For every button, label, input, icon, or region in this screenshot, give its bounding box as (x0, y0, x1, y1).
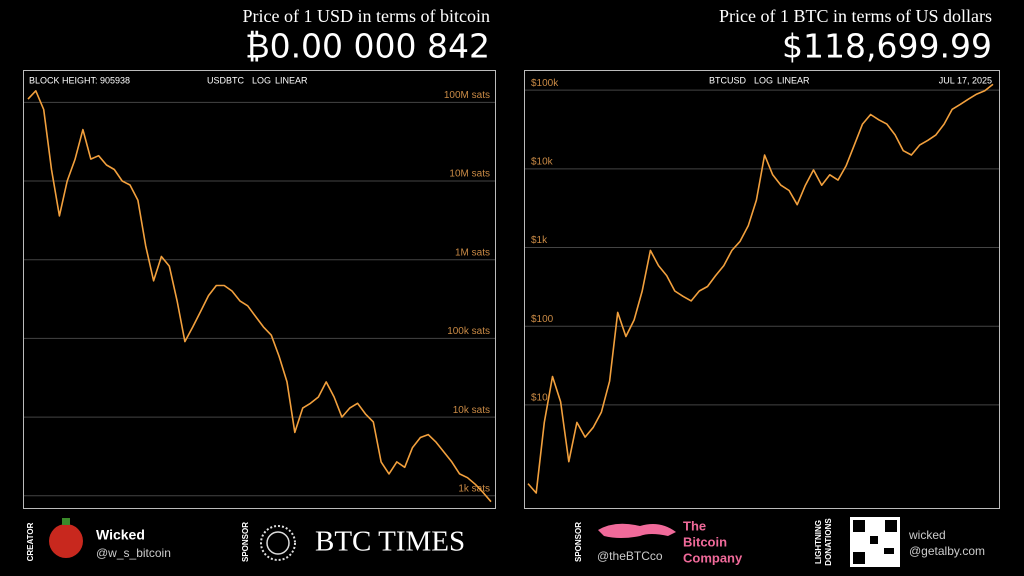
y-tick-label: 100M sats (444, 90, 490, 101)
price-line (527, 83, 994, 494)
sponsor2-name[interactable]: Company (683, 550, 743, 565)
creator-avatar (49, 524, 83, 558)
qr-code (884, 548, 894, 554)
footer-label: DONATIONS (824, 518, 833, 566)
creator-name: Wicked (96, 527, 145, 543)
price-line (27, 90, 492, 503)
chart-title: Price of 1 USD in terms of bitcoin (243, 6, 490, 26)
donations-name: wicked (908, 528, 946, 542)
sponsor2-name[interactable]: Bitcoin (683, 534, 727, 549)
info-label: BLOCK HEIGHT: 905938 (29, 75, 130, 85)
y-tick-label: 100k sats (447, 326, 490, 337)
footer-label: SPONSOR (241, 522, 250, 562)
chart-title: Price of 1 BTC in terms of US dollars (719, 6, 992, 26)
sponsor2-name[interactable]: The (683, 518, 706, 533)
y-tick-label: $100 (531, 314, 554, 325)
y-tick-label: $10k (531, 156, 554, 167)
panel-frame (23, 70, 496, 509)
y-tick-label: 10M sats (449, 169, 490, 180)
y-tick-label: 10k sats (453, 405, 490, 416)
y-tick-label: 1M sats (455, 247, 490, 258)
ticker-label: BTCUSD (709, 75, 747, 85)
qr-code (885, 520, 897, 532)
sponsor2-logo (598, 523, 676, 538)
ticker-label: USDBTC (207, 75, 245, 85)
creator-handle: @w_s_bitcoin (96, 546, 171, 560)
creator-avatar-leaf (62, 518, 70, 525)
y-tick-label: $100k (531, 78, 559, 89)
scale-toggle[interactable]: LINEAR (275, 75, 308, 85)
footer-label: CREATOR (26, 522, 35, 561)
sponsor-name[interactable]: BTC TIMES (315, 526, 465, 558)
sponsor2-handle: @theBTCco (597, 549, 663, 563)
sponsor-logo (266, 531, 290, 555)
qr-code (853, 520, 865, 532)
donations-handle: @getalby.com (909, 544, 985, 558)
headline: ₿0.00 000 842 (245, 27, 490, 66)
headline: $118,699.99 (782, 27, 992, 66)
qr-code (870, 536, 878, 544)
qr-code (853, 552, 865, 564)
y-tick-label: 1k sats (458, 483, 490, 494)
panel-frame (524, 70, 1000, 509)
footer-label: LIGHTNING (814, 520, 823, 564)
scale-toggle[interactable]: LOG (252, 75, 271, 85)
sponsor-logo (260, 525, 296, 561)
y-tick-label: $1k (531, 235, 548, 246)
y-tick-label: $10 (531, 393, 548, 404)
info-label: JUL 17, 2025 (939, 75, 992, 85)
scale-toggle[interactable]: LINEAR (777, 75, 810, 85)
footer-label: SPONSOR (574, 522, 583, 562)
scale-toggle[interactable]: LOG (754, 75, 773, 85)
